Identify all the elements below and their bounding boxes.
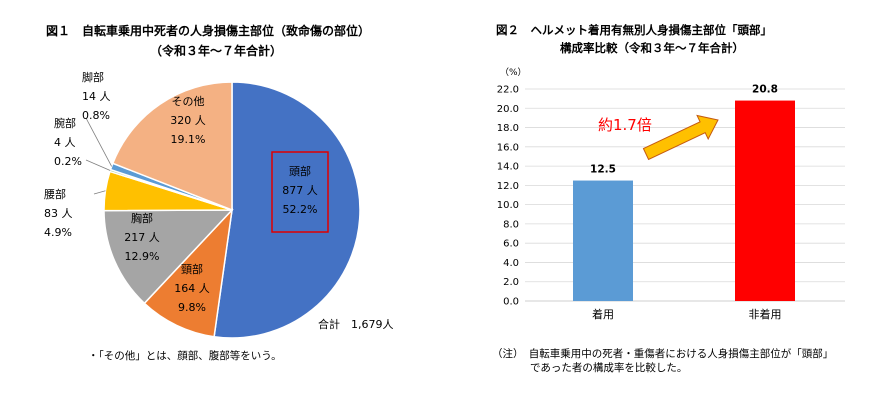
pie-label-line: 9.8%: [178, 301, 206, 314]
pie-label-line: 頭部: [289, 164, 311, 178]
fig1-total: 合計 1,679人: [318, 318, 394, 331]
pie-slices: [103, 81, 361, 339]
bar-value-label: 20.8: [752, 84, 778, 96]
leader-line-arm: [85, 159, 111, 171]
arrow-shape: [642, 114, 719, 161]
pie-label-line: 頸部: [181, 262, 203, 276]
pie-label-neck: 頸部 164 人 9.8%: [174, 262, 210, 314]
pie-label-leg: 脚部 14 人 0.8%: [82, 70, 111, 122]
pie-label-line: 164 人: [174, 282, 210, 295]
pie-label-line: 0.8%: [82, 109, 110, 122]
pie-label-arm: 腕部 4 人 0.2%: [54, 116, 82, 168]
fig1-subtitle: （令和３年～７年合計）: [150, 44, 283, 58]
pie-label-chest: 胸部 217 人 12.9%: [124, 211, 160, 263]
leader-line-leg: [85, 117, 112, 167]
slice-head: [213, 81, 361, 339]
y-tick-label: 16.0: [497, 142, 519, 153]
bar-wearing: [573, 180, 633, 301]
pie-label-line: 0.2%: [54, 155, 82, 168]
pie-label-line: 胸部: [131, 211, 153, 225]
pie-label-line: 4 人: [54, 136, 76, 149]
increase-arrow: [642, 114, 719, 161]
pie-label-line: 52.2%: [283, 203, 318, 216]
pie-label-line: 877 人: [282, 184, 318, 197]
x-category-label: 着用: [592, 307, 614, 321]
pie-label-line: 脚部: [82, 70, 104, 84]
pie-label-line: 4.9%: [44, 226, 72, 239]
fig1-title: 図１ 自転車乗用中死者の人身損傷主部位（致命傷の部位）: [46, 24, 371, 38]
fig2-subtitle: 構成率比較（令和３年～７年合計）: [560, 41, 744, 55]
pie-label-line: 腕部: [54, 116, 76, 130]
pie-leader-lines: [85, 117, 112, 195]
y-tick-label: 4.0: [503, 258, 519, 269]
fig2-note-line1: （注） 自転車乗用中の死者・重傷者における人身損傷主部位が「頭部」: [492, 348, 834, 360]
bar-bars: 12.5 着用 20.8 非着用: [573, 84, 795, 321]
y-tick-label: 0.0: [503, 297, 519, 308]
bar-y-ticks: 0.0 2.0 4.0 6.0 8.0 10.0 12.0 14.0 16.0 18.0 20.0 2…: [497, 85, 519, 308]
y-tick-label: 12.0: [497, 181, 519, 192]
y-tick-label: 22.0: [497, 85, 519, 96]
bar-value-label: 12.5: [590, 164, 616, 176]
fig2-note-line2: であった者の構成率を比較した。: [530, 362, 688, 374]
bar-not-wearing: [735, 100, 795, 302]
leader-line-waist: [93, 190, 106, 195]
pie-label-line: 腰部: [44, 187, 66, 201]
y-tick-label: 14.0: [497, 162, 519, 173]
pie-label-line: 320 人: [170, 114, 206, 127]
bar-chart: 0.0 2.0 4.0 6.0 8.0 10.0 12.0 14.0 16.0 18.0 20.0 2…: [497, 67, 845, 321]
slice-other: [111, 81, 233, 212]
pie-label-line: 19.1%: [171, 133, 206, 146]
y-tick-label: 20.0: [497, 104, 519, 115]
pie-label-other: その他 320 人 19.1%: [170, 95, 206, 146]
pie-label-line: 12.9%: [125, 250, 160, 263]
y-unit-label: （%）: [500, 67, 527, 78]
fig2-title: 図２ ヘルメット着用有無別人身損傷主部位「頭部」: [496, 23, 772, 37]
y-tick-label: 2.0: [503, 277, 519, 288]
head-highlight-box: [271, 151, 329, 233]
y-tick-label: 8.0: [503, 219, 519, 230]
slice-chest: [103, 209, 234, 305]
pie-label-line: その他: [172, 95, 205, 108]
x-category-label: 非着用: [749, 307, 782, 321]
pie-label-head: 頭部 877 人 52.2%: [282, 164, 318, 216]
y-tick-label: 18.0: [497, 123, 519, 134]
slice-neck: [143, 207, 234, 338]
pie-label-line: 83 人: [44, 207, 73, 220]
pie-label-line: 14 人: [82, 90, 111, 103]
y-tick-label: 6.0: [503, 239, 519, 250]
pie-label-line: 217 人: [124, 231, 160, 244]
pie-labels: 頭部 877 人 52.2% 頸部 164 人 9.8% 胸部 217 人 12.9% 腰部 83 …: [44, 70, 318, 314]
pie-label-waist: 腰部 83 人 4.9%: [44, 187, 73, 239]
y-tick-label: 10.0: [497, 200, 519, 211]
fig1-footnote: ・「その他」とは、顔部、腹部等をいう。: [88, 350, 282, 362]
ratio-annotation: 約1.7倍: [598, 116, 652, 134]
pie-chart: 頭部 877 人 52.2% 頸部 164 人 9.8% 胸部 217 人 12.9% 腰部 83 …: [44, 70, 361, 339]
